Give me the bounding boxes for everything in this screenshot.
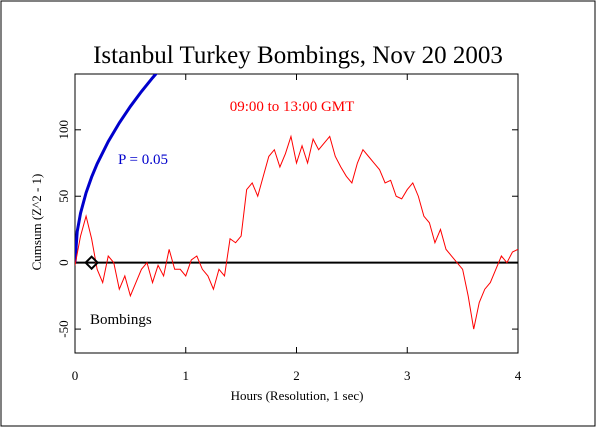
y-tick-label: 100: [56, 120, 71, 140]
x-axis: 0 1 2 3 4: [72, 74, 522, 383]
bombings-label: Bombings: [90, 312, 152, 328]
p-value-label: P = 0.05: [118, 152, 168, 168]
p05-envelope-line: [75, 74, 158, 263]
y-axis-label: Cumsum (Z^2 - 1): [29, 174, 44, 271]
chart-title: Istanbul Turkey Bombings, Nov 20 2003: [93, 42, 503, 69]
x-tick-label: 0: [72, 368, 79, 383]
x-tick-label: 1: [183, 368, 190, 383]
y-tick-label: 50: [56, 190, 71, 203]
y-tick-label: 0: [56, 259, 71, 266]
x-tick-label: 4: [515, 368, 522, 383]
y-tick-label: -50: [56, 320, 71, 337]
x-tick-label: 2: [293, 368, 300, 383]
x-tick-label: 3: [404, 368, 411, 383]
x-axis-label: Hours (Resolution, 1 sec): [231, 388, 364, 403]
event-diamond-marker: [84, 255, 100, 271]
cumsum-series-line: [75, 134, 518, 330]
time-range-label: 09:00 to 13:00 GMT: [230, 99, 355, 115]
